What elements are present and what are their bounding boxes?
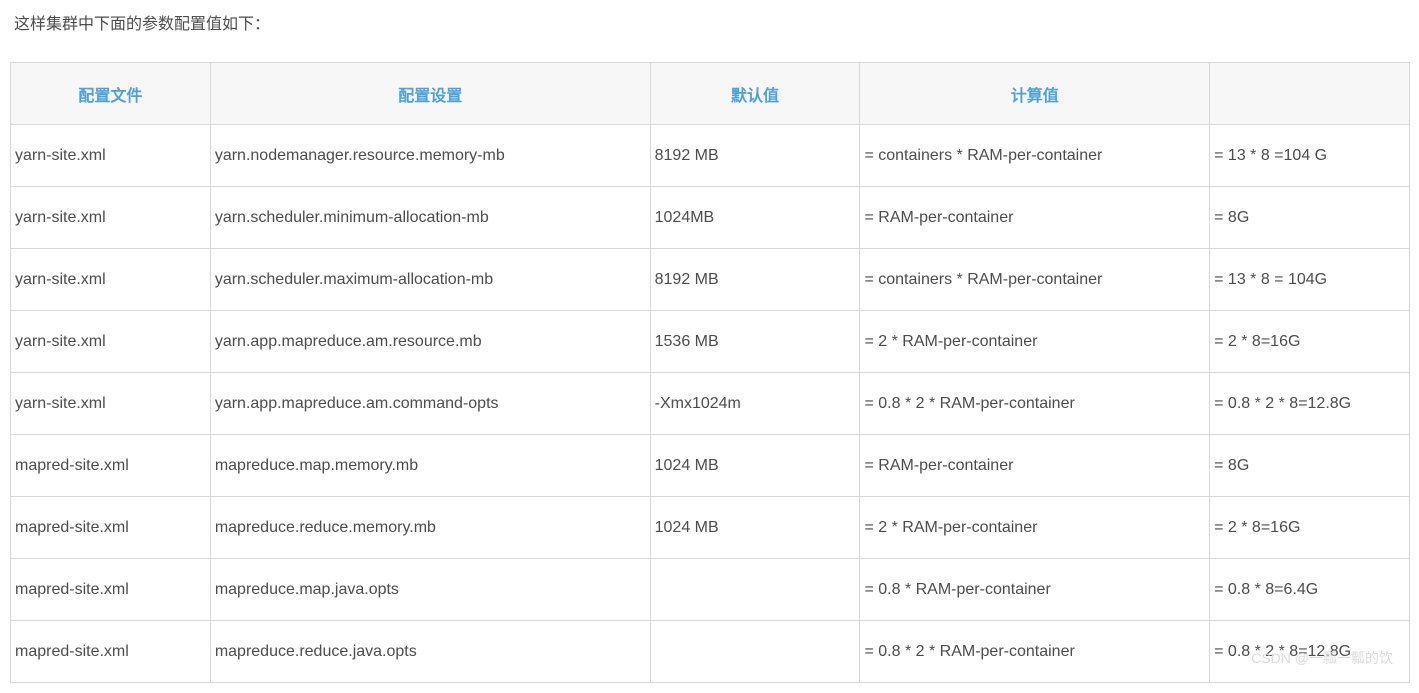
table-row: yarn-site.xmlyarn.nodemanager.resource.m… (11, 125, 1410, 187)
table-cell: yarn.app.mapreduce.am.command-opts (210, 373, 650, 435)
table-cell: 1024MB (650, 187, 860, 249)
table-cell: yarn-site.xml (11, 249, 211, 311)
table-cell (650, 621, 860, 683)
table-cell: 8192 MB (650, 249, 860, 311)
table-cell: yarn-site.xml (11, 373, 211, 435)
table-cell: 1024 MB (650, 497, 860, 559)
header-result (1210, 63, 1410, 125)
table-cell: = RAM-per-container (860, 435, 1210, 497)
table-cell: = 0.8 * 2 * RAM-per-container (860, 621, 1210, 683)
table-cell: = 2 * 8=16G (1210, 497, 1410, 559)
table-row: mapred-site.xmlmapreduce.map.java.opts = … (11, 559, 1410, 621)
table-cell: yarn.scheduler.maximum-allocation-mb (210, 249, 650, 311)
table-cell: = 8G (1210, 187, 1410, 249)
table-cell: = 0.8 * 2 * RAM-per-container (860, 373, 1210, 435)
table-cell: yarn.scheduler.minimum-allocation-mb (210, 187, 650, 249)
table-cell: = containers * RAM-per-container (860, 125, 1210, 187)
table-cell: 8192 MB (650, 125, 860, 187)
table-row: mapred-site.xmlmapreduce.reduce.memory.m… (11, 497, 1410, 559)
table-row: yarn-site.xmlyarn.app.mapreduce.am.resou… (11, 311, 1410, 373)
intro-text: 这样集群中下面的参数配置值如下： (10, 10, 1409, 34)
table-cell: yarn-site.xml (11, 125, 211, 187)
table-cell: = RAM-per-container (860, 187, 1210, 249)
table-cell: mapreduce.reduce.java.opts (210, 621, 650, 683)
table-cell: = 8G (1210, 435, 1410, 497)
table-cell: mapreduce.map.memory.mb (210, 435, 650, 497)
config-table: 配置文件 配置设置 默认值 计算值 yarn-site.xmlyarn.node… (10, 62, 1410, 683)
table-cell: = 0.8 * RAM-per-container (860, 559, 1210, 621)
header-default-value: 默认值 (650, 63, 860, 125)
table-cell: mapreduce.map.java.opts (210, 559, 650, 621)
table-cell: yarn.nodemanager.resource.memory-mb (210, 125, 650, 187)
table-row: yarn-site.xmlyarn.app.mapreduce.am.comma… (11, 373, 1410, 435)
table-cell: yarn.app.mapreduce.am.resource.mb (210, 311, 650, 373)
table-row: mapred-site.xmlmapreduce.reduce.java.opt… (11, 621, 1410, 683)
table-row: yarn-site.xmlyarn.scheduler.minimum-allo… (11, 187, 1410, 249)
table-cell: yarn-site.xml (11, 187, 211, 249)
table-cell: -Xmx1024m (650, 373, 860, 435)
table-cell: = 2 * RAM-per-container (860, 497, 1210, 559)
table-cell: mapred-site.xml (11, 497, 211, 559)
header-config-setting: 配置设置 (210, 63, 650, 125)
table-row: yarn-site.xmlyarn.scheduler.maximum-allo… (11, 249, 1410, 311)
header-config-file: 配置文件 (11, 63, 211, 125)
table-cell: = 13 * 8 =104 G (1210, 125, 1410, 187)
table-cell: = 13 * 8 = 104G (1210, 249, 1410, 311)
watermark-text: CSDN @一瓢一瓢的饮 (1251, 648, 1393, 668)
table-header-row: 配置文件 配置设置 默认值 计算值 (11, 63, 1410, 125)
table-cell: = 0.8 * 2 * 8=12.8G (1210, 373, 1410, 435)
header-computed-value: 计算值 (860, 63, 1210, 125)
table-cell: = 0.8 * 8=6.4G (1210, 559, 1410, 621)
table-cell: mapred-site.xml (11, 621, 211, 683)
table-cell: mapred-site.xml (11, 559, 211, 621)
table-cell: = containers * RAM-per-container (860, 249, 1210, 311)
table-cell (650, 559, 860, 621)
table-cell: = 2 * RAM-per-container (860, 311, 1210, 373)
table-row: mapred-site.xmlmapreduce.map.memory.mb10… (11, 435, 1410, 497)
table-cell: mapred-site.xml (11, 435, 211, 497)
table-cell: 1024 MB (650, 435, 860, 497)
table-cell: 1536 MB (650, 311, 860, 373)
table-cell: = 2 * 8=16G (1210, 311, 1410, 373)
table-cell: mapreduce.reduce.memory.mb (210, 497, 650, 559)
table-cell: yarn-site.xml (11, 311, 211, 373)
